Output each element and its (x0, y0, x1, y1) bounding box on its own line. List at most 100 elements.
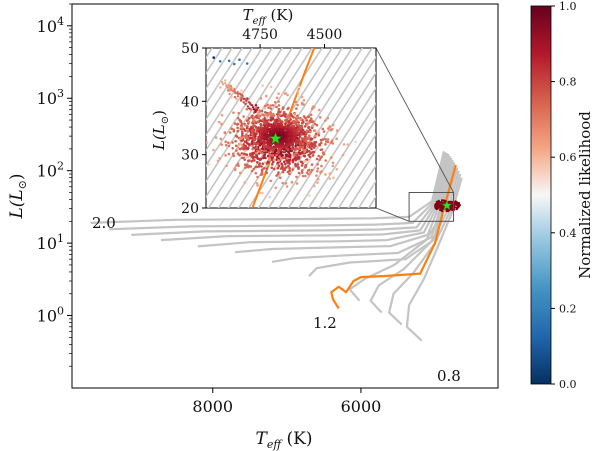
main-likelihood-point (435, 207, 438, 211)
inset-likelihood-point (308, 194, 311, 197)
inset-likelihood-point (233, 122, 237, 125)
inset-likelihood-point (313, 134, 317, 138)
inset-likelihood-point (284, 141, 288, 145)
inset-track (206, 48, 274, 152)
inset-likelihood-point (294, 144, 297, 148)
inset-likelihood-point (296, 147, 299, 150)
inset-likelihood-point (269, 153, 272, 157)
inset-likelihood-point (248, 143, 251, 147)
inset-likelihood-point (306, 141, 310, 145)
main-likelihood-point (454, 200, 457, 203)
inset-likelihood-point (265, 171, 269, 175)
inset-likelihood-point (311, 150, 315, 154)
inset-likelihood-point (269, 107, 273, 110)
inset-likelihood-point (238, 153, 241, 157)
inset-likelihood-point (244, 156, 248, 160)
inset-likelihood-point (277, 145, 281, 148)
inset-likelihood-point (242, 135, 246, 138)
inset-likelihood-point (286, 107, 290, 111)
main-likelihood-point (458, 204, 461, 207)
inset-likelihood-point (231, 141, 234, 144)
inset-likelihood-point (299, 129, 303, 133)
inset-likelihood-point (254, 104, 258, 107)
inset-likelihood-point (214, 136, 218, 139)
main-likelihood-point (434, 203, 438, 207)
inset-likelihood-point (250, 155, 254, 158)
inset-likelihood-point (236, 152, 240, 155)
inset-likelihood-point (270, 146, 273, 149)
inset-likelihood-point (278, 117, 281, 121)
inset-likelihood-point (206, 141, 209, 144)
inset-likelihood-point (298, 127, 302, 131)
inset-low-likelihood-point (227, 59, 231, 63)
inset-x-tick-label: 4750 (242, 27, 278, 43)
inset-likelihood-point (317, 154, 321, 158)
inset-likelihood-point (253, 108, 256, 111)
inset-likelihood-point (277, 142, 281, 146)
inset-likelihood-point (256, 157, 260, 160)
inset-track (206, 48, 254, 121)
inset-likelihood-point (280, 136, 284, 140)
main-likelihood-point (439, 208, 442, 212)
inset-likelihood-point (302, 138, 306, 142)
inset-likelihood-point (236, 92, 240, 96)
inset-likelihood-point (281, 129, 285, 132)
inset-likelihood-point (308, 136, 311, 139)
inset-likelihood-point (240, 89, 243, 92)
zoom-indicator (375, 47, 461, 222)
inset-likelihood-point (263, 129, 266, 132)
inset-likelihood-point (240, 152, 244, 155)
inset-likelihood-point (294, 130, 298, 133)
colorbar-tick-label: 0.4 (559, 227, 577, 240)
inset-likelihood-point (249, 103, 252, 106)
inset-likelihood-point (288, 172, 291, 175)
inset-likelihood-point (238, 147, 242, 151)
inset-likelihood-point (268, 158, 272, 162)
inset-likelihood-point (239, 99, 243, 102)
main-likelihood-point (456, 203, 459, 206)
inset-likelihood-point (246, 136, 250, 140)
inset-likelihood-point (277, 164, 281, 168)
inset-likelihood-point (284, 122, 287, 126)
inset-likelihood-point (282, 155, 286, 159)
inset-likelihood-point (275, 105, 278, 109)
inset-likelihood-point (305, 119, 309, 122)
inset-likelihood-point (329, 128, 333, 132)
inset-likelihood-point (267, 151, 271, 154)
inset-likelihood-point (291, 158, 295, 161)
inset-x-axis-label: Teff (K) (243, 6, 294, 27)
inset-likelihood-point (237, 142, 241, 146)
inset-likelihood-point (272, 160, 275, 164)
inset-likelihood-point (294, 158, 298, 162)
track-2 (90, 151, 445, 224)
inset-likelihood-point (280, 139, 284, 143)
zoom-box (408, 191, 455, 222)
inset-likelihood-point (255, 132, 258, 135)
inset-likelihood-point (321, 127, 325, 131)
inset-likelihood-point (275, 96, 279, 100)
inset-likelihood-point (289, 153, 292, 157)
inset-likelihood-point (236, 147, 240, 151)
inset-likelihood-point (282, 112, 286, 116)
track-label-2-0: 2.0 (92, 214, 116, 232)
inset-likelihood-point (217, 120, 221, 124)
inset-likelihood-point (261, 118, 265, 121)
inset-likelihood-point (319, 141, 323, 145)
inset-likelihood-point (261, 191, 264, 195)
inset-likelihood-point (272, 158, 276, 161)
inset-likelihood-point (276, 113, 279, 116)
inset-likelihood-point (304, 163, 308, 167)
inset-likelihood-point (311, 154, 315, 157)
inset-likelihood-point (236, 129, 240, 133)
inset-likelihood-point (236, 95, 240, 98)
inset-likelihood-point (292, 152, 296, 156)
colorbar-tick-label: 0.8 (559, 76, 577, 89)
inset-likelihood-point (277, 159, 280, 162)
inset-likelihood-point (311, 124, 315, 128)
inset-likelihood-point (233, 168, 237, 172)
inset-likelihood-point (281, 167, 285, 171)
inset-track (206, 48, 234, 90)
inset-likelihood-point (294, 123, 298, 126)
inset-likelihood-point (313, 129, 317, 132)
inset-likelihood-point (286, 135, 290, 139)
